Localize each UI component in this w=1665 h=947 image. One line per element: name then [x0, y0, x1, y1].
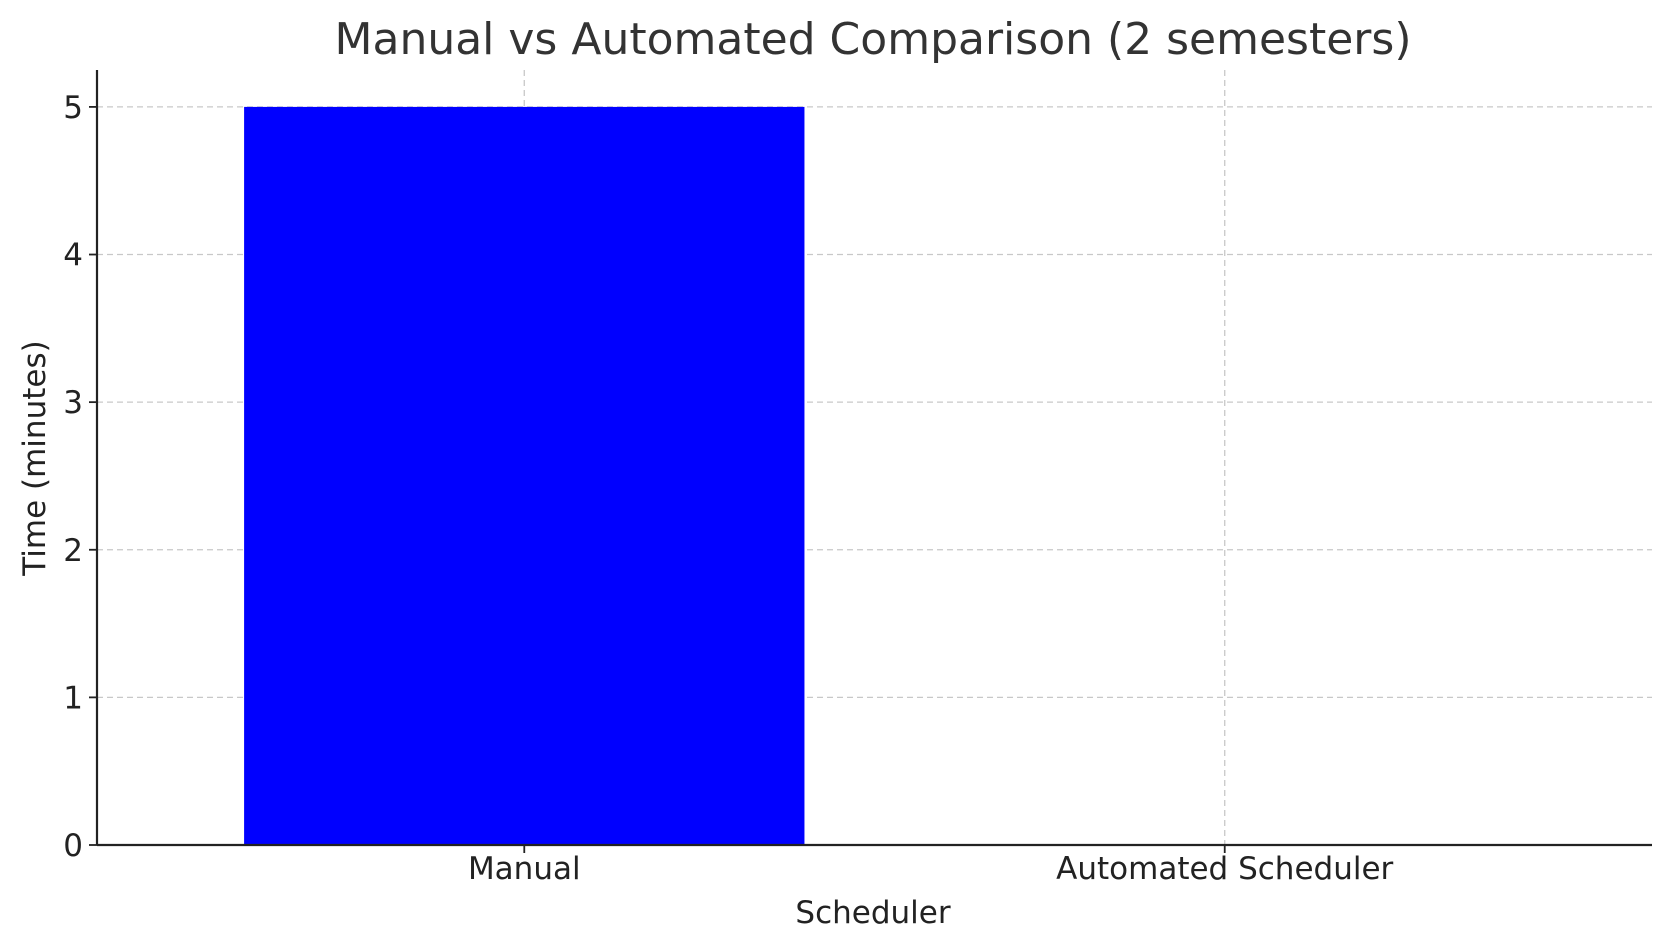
y-tick-label: 4: [63, 238, 83, 274]
y-ticks: 0 1 2 3 4 5: [63, 90, 97, 864]
y-tick-label: 5: [63, 90, 83, 126]
x-tick-label: Automated Scheduler: [1056, 851, 1393, 887]
y-tick-label: 0: [63, 828, 83, 864]
y-axis-label: Time (minutes): [17, 340, 53, 576]
axes: [95, 70, 1652, 847]
y-tick-label: 2: [63, 533, 83, 569]
x-ticks: Manual Automated Scheduler: [468, 845, 1394, 887]
bar-manual: [244, 106, 805, 845]
x-axis-label: Scheduler: [795, 895, 950, 931]
y-tick-label: 1: [63, 680, 83, 716]
y-tick-label: 3: [63, 385, 83, 421]
x-tick-label: Manual: [468, 851, 581, 887]
bars: [244, 106, 805, 845]
chart-title: Manual vs Automated Comparison (2 semest…: [335, 14, 1412, 65]
